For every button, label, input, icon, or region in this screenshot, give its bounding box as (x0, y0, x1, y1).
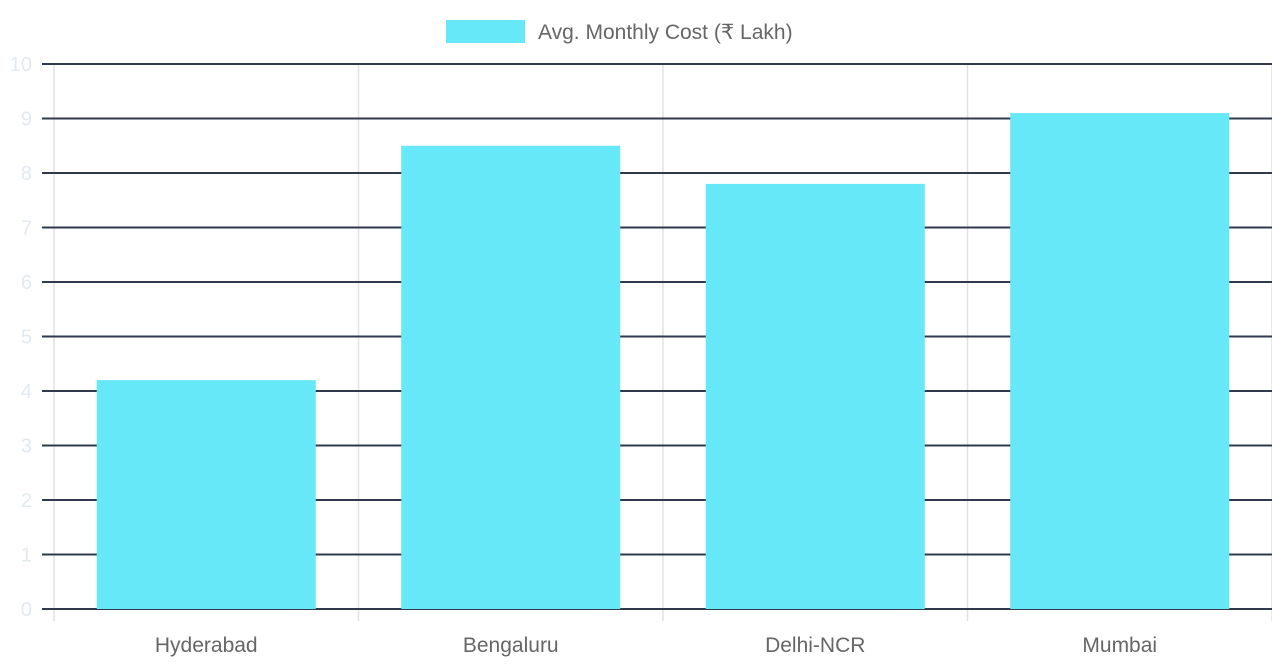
bar-bengaluru (401, 145, 621, 609)
x-tick-label: Mumbai (1082, 634, 1157, 657)
x-tick-label: Delhi-NCR (765, 634, 865, 657)
x-axis-labels: Hyderabad Bengaluru Delhi-NCR Mumbai (155, 634, 1157, 657)
bar-hyderabad (96, 380, 316, 609)
bar-delhi-ncr (705, 183, 925, 609)
bars (96, 113, 1230, 610)
x-tick-label: Bengaluru (463, 634, 559, 657)
legend-swatch (446, 20, 525, 43)
bar-mumbai (1010, 113, 1230, 610)
y-tick-label: 10 (10, 54, 32, 76)
y-tick-label: 4 (21, 381, 32, 403)
y-tick-label: 9 (21, 109, 32, 131)
x-tick-label: Hyderabad (155, 634, 258, 657)
y-tick-label: 1 (21, 545, 32, 567)
y-tick-label: 8 (21, 163, 32, 185)
y-axis-ticks: 0 1 2 3 4 5 6 7 8 9 10 (10, 54, 32, 621)
legend-label: Avg. Monthly Cost (₹ Lakh) (538, 21, 793, 44)
y-tick-label: 7 (21, 218, 32, 240)
y-tick-label: 5 (21, 327, 32, 349)
y-tick-label: 2 (21, 490, 32, 512)
y-tick-label: 0 (21, 599, 32, 621)
y-tick-label: 3 (21, 436, 32, 458)
y-tick-label: 6 (21, 272, 32, 294)
legend[interactable]: Avg. Monthly Cost (₹ Lakh) (446, 20, 793, 44)
